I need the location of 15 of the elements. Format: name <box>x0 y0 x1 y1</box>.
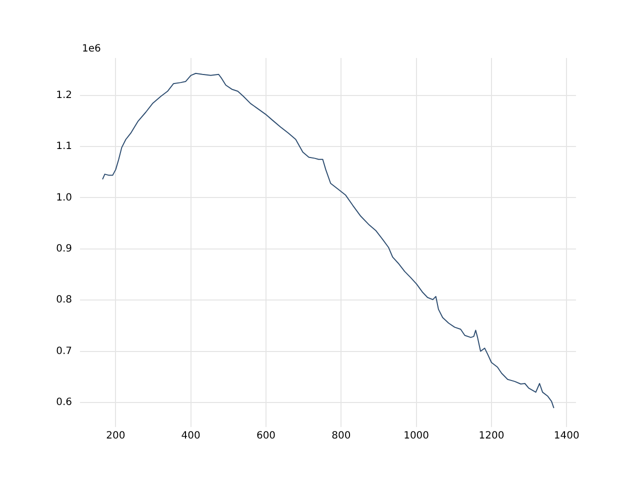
x-tick-label: 1400 <box>554 430 580 442</box>
text: 1e6 <box>82 44 101 55</box>
x-tick-label: 1200 <box>478 430 504 442</box>
y-tick-label: 1.0 <box>56 192 72 204</box>
x-tick-label: 1000 <box>404 430 430 442</box>
y-tick-label: 1.1 <box>56 141 72 152</box>
x-tick-label: 200 <box>106 430 126 442</box>
y-tick-label: 0.7 <box>56 346 72 357</box>
y-tick-label: 1.2 <box>56 90 72 101</box>
x-tick-label: 800 <box>332 430 351 442</box>
y-tick-label: 0.6 <box>56 397 72 408</box>
y-tick-label: 0.9 <box>56 243 72 254</box>
x-tick-label: 400 <box>181 430 200 442</box>
y-tick-label: 0.8 <box>56 294 72 306</box>
x-tick-label: 600 <box>256 430 276 442</box>
